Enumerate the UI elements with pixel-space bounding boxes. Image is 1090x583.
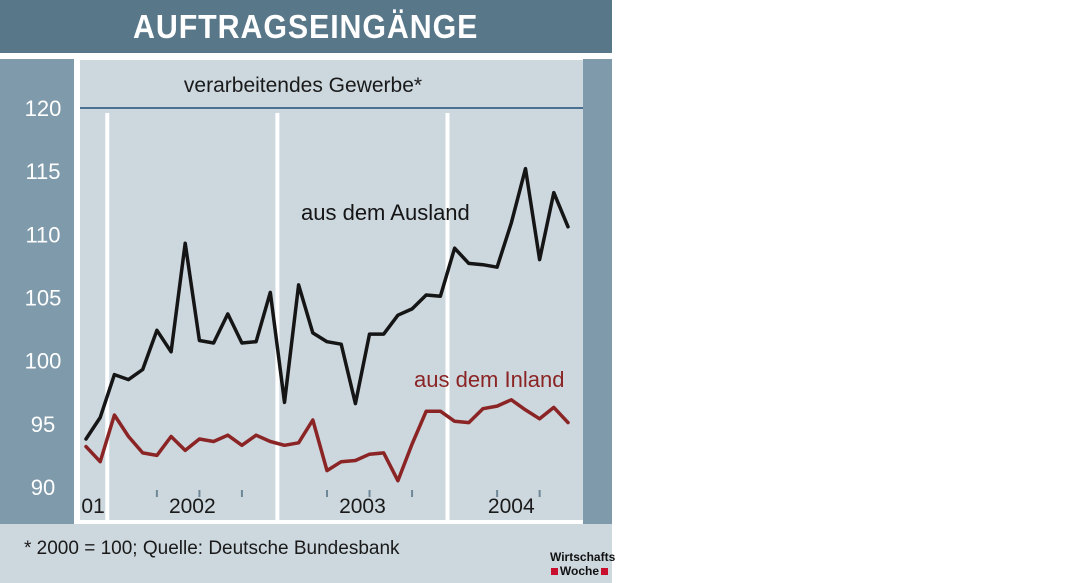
y-tick-label: 95 xyxy=(31,412,55,437)
logo-line2: Woche xyxy=(559,564,599,578)
logo-square-icon xyxy=(550,567,558,575)
footer: * 2000 = 100; Quelle: Deutsche Bundesban… xyxy=(0,524,616,583)
chart-labels: verarbeitendes Gewerbe* aus dem Ausland au… xyxy=(184,74,565,392)
x-axis: 01 2002 2003 2004 xyxy=(81,113,541,520)
x-period-label: 2004 xyxy=(488,495,535,518)
y-tick-label: 120 xyxy=(25,96,62,121)
logo-line2-row: Woche xyxy=(550,564,608,578)
y-tick-label: 100 xyxy=(25,349,62,374)
year-separator xyxy=(275,113,280,520)
logo-square-icon xyxy=(601,567,608,575)
chart-figure: AUFTRAGSEINGÄNGE 90 95 100 105 110 115 120 01 2… xyxy=(0,0,616,583)
y-tick-label: 105 xyxy=(25,286,62,311)
footnote: * 2000 = 100; Quelle: Deutsche Bundesban… xyxy=(24,538,400,559)
wirtschaftswoche-logo: Wirtschafts Woche xyxy=(550,550,616,580)
x-period-label: 2002 xyxy=(169,495,216,518)
y-axis-panel xyxy=(0,59,74,524)
series-line-inland xyxy=(84,398,570,483)
year-separator xyxy=(105,113,110,520)
y-tick-label: 90 xyxy=(31,475,55,500)
title-bar: AUFTRAGSEINGÄNGE xyxy=(0,0,612,53)
y-axis-ticks: 90 95 100 105 110 115 120 xyxy=(25,96,583,500)
logo-line1: Wirtschafts xyxy=(550,550,616,564)
year-separator xyxy=(445,113,450,520)
series-line-ausland xyxy=(84,166,570,441)
line-chart: 90 95 100 105 110 115 120 01 2002 2003 2004 verar… xyxy=(0,53,612,524)
label-ausland: aus dem Ausland xyxy=(301,200,470,225)
x-axis-band xyxy=(80,490,583,520)
y-tick-label: 115 xyxy=(25,159,60,184)
chart-subtitle: verarbeitendes Gewerbe* xyxy=(184,74,422,97)
y-tick-label: 110 xyxy=(25,222,60,247)
series-lines xyxy=(84,166,570,483)
chart-title: AUFTRAGSEINGÄNGE xyxy=(133,7,479,45)
chart-background xyxy=(0,53,612,524)
plot-area xyxy=(80,60,583,490)
label-inland: aus dem Inland xyxy=(414,367,564,392)
right-panel xyxy=(583,59,612,524)
x-period-label: 01 xyxy=(81,495,104,518)
x-period-label: 2003 xyxy=(339,495,386,518)
